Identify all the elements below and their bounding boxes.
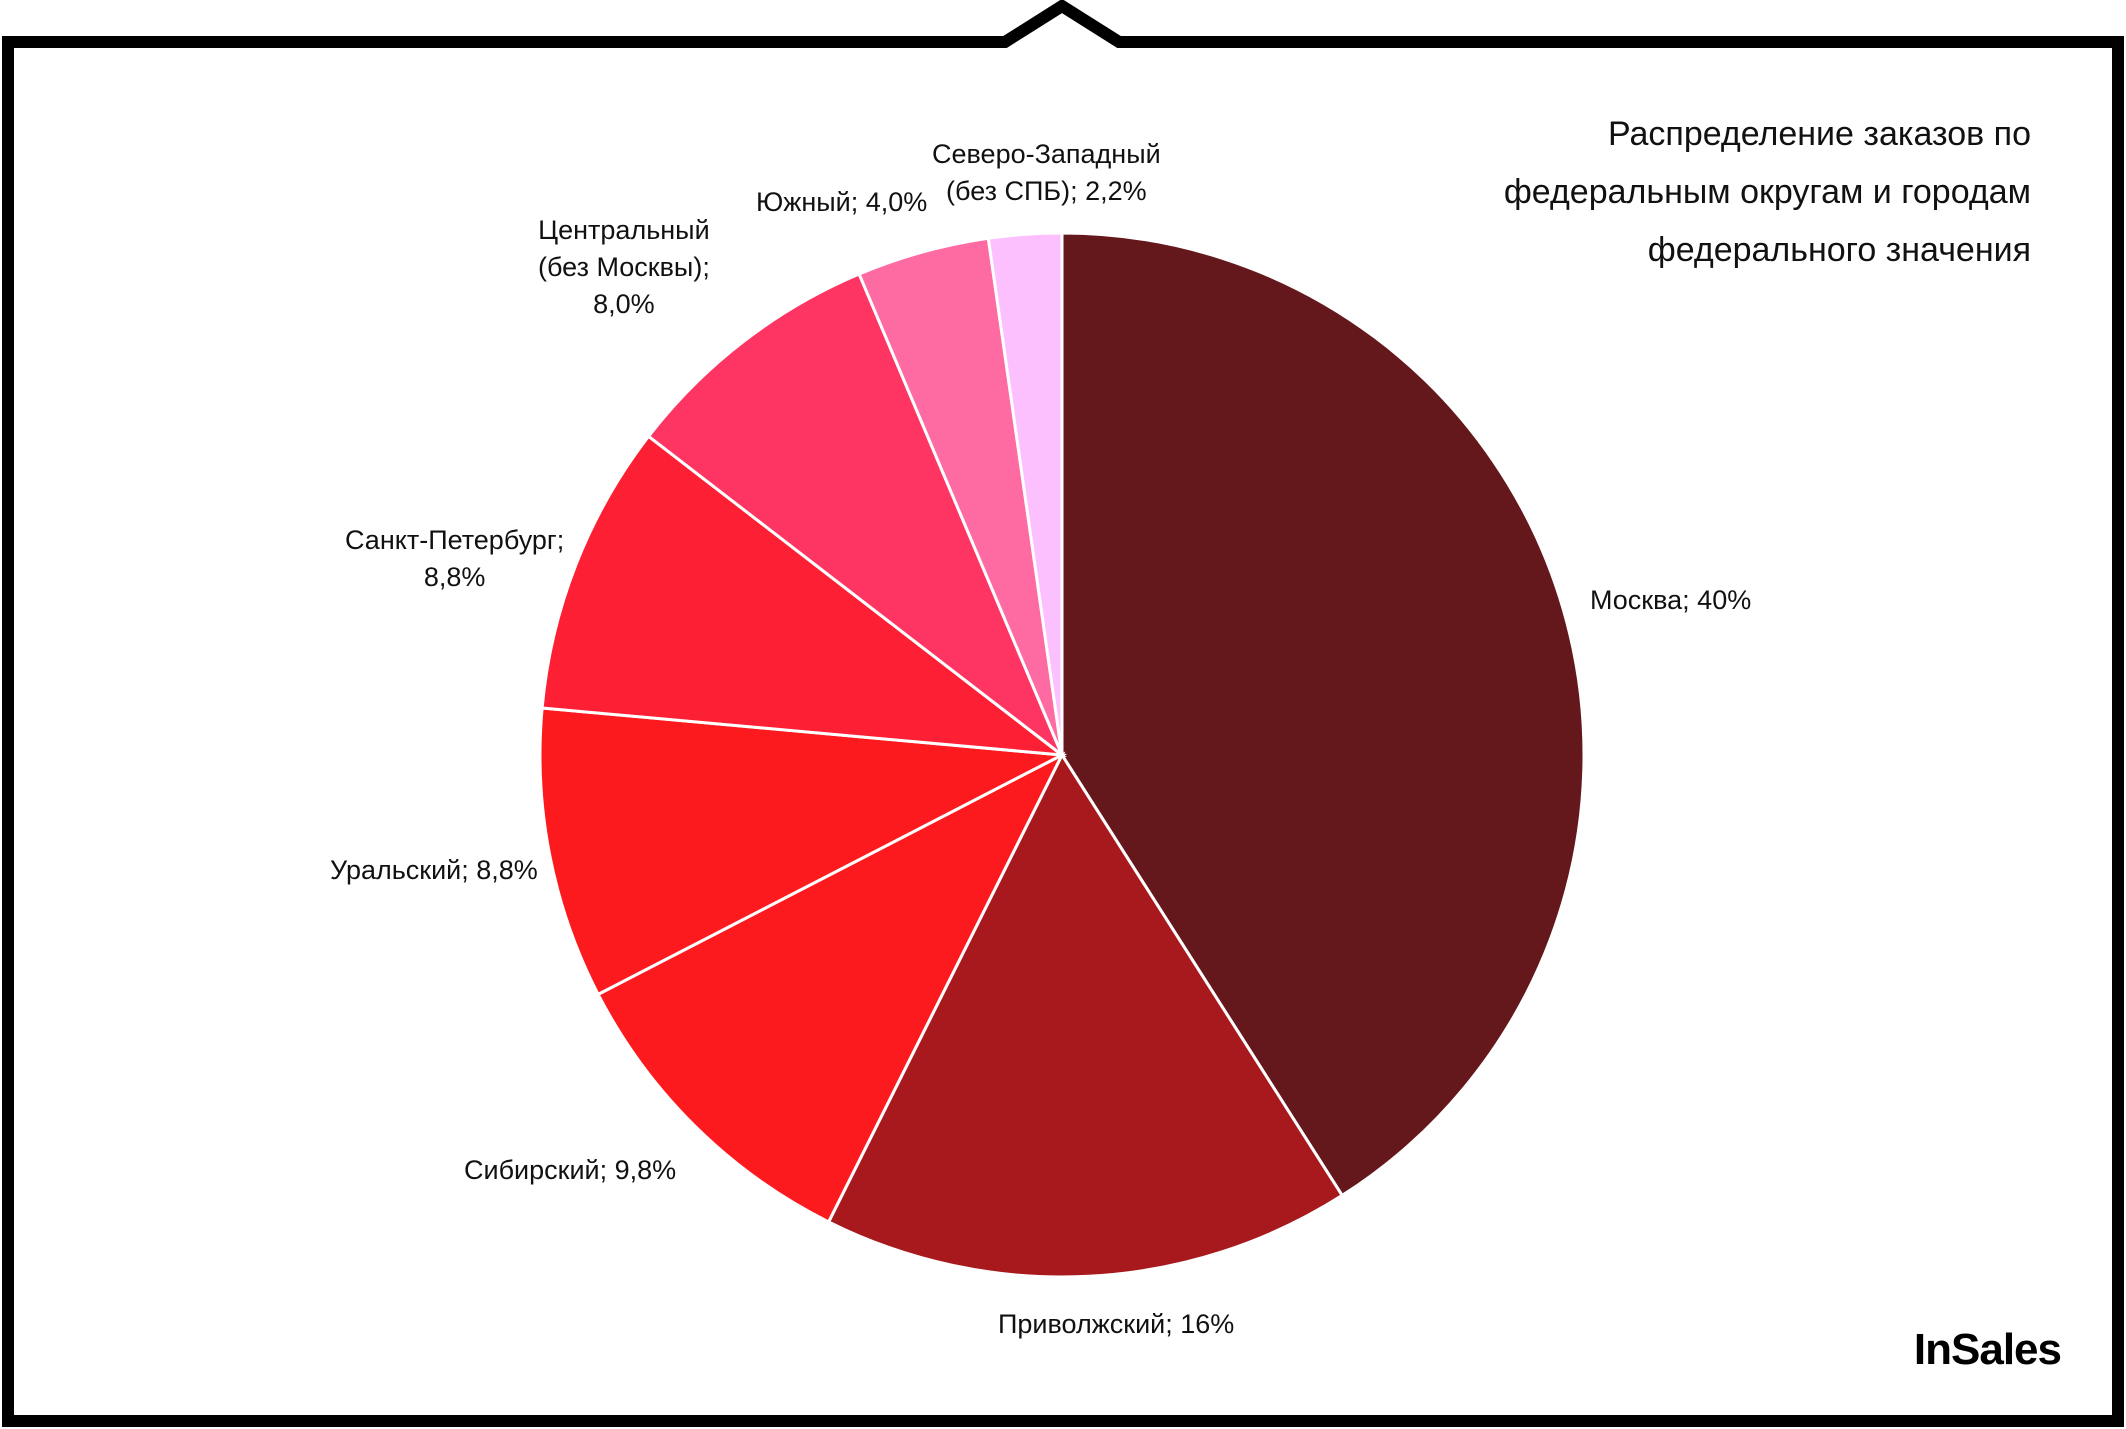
pie-slice-3: [538, 706, 1068, 997]
slice-label-centralny: Центральный (без Москвы); 8,0%: [538, 215, 710, 319]
insales-logo: InSales: [1913, 1325, 2062, 1374]
slice-label-spb: Санкт-Петербург; 8,8%: [345, 525, 565, 592]
pie-slice-0: [1060, 231, 1586, 1198]
slice-label-severo-zapadny: Северо-Западный (без СПБ); 2,2%: [932, 139, 1161, 206]
pie-slice-1: [826, 751, 1345, 1279]
slice-label-moskva: Москва; 40%: [1590, 585, 1752, 615]
chart-title-line: федеральным округам и городам: [1503, 173, 2031, 211]
pie-slice-5: [646, 272, 1066, 760]
slice-label-yuzhny: Южный; 4,0%: [756, 187, 928, 217]
pie-slice-2: [596, 751, 1066, 1224]
pie-slice-4: [540, 434, 1067, 757]
slice-label-privolzhsky: Приволжский; 16%: [998, 1309, 1235, 1339]
pie-slice-7: [986, 231, 1064, 756]
chart-title-line: федерального значения: [1647, 231, 2031, 269]
slice-label-sibirsky: Сибирский; 9,8%: [464, 1155, 677, 1185]
slice-label-uralsky: Уральский; 8,8%: [330, 855, 538, 885]
pie-chart: [538, 231, 1586, 1279]
chart-title: Распределение заказов по федеральным окр…: [1231, 105, 2031, 279]
chart-title-line: Распределение заказов по: [1607, 115, 2031, 153]
